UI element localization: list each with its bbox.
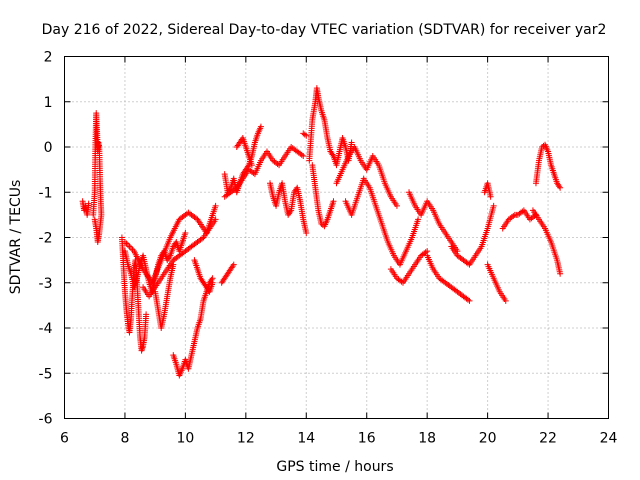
data-point xyxy=(209,279,216,286)
x-tick-labels: 6 8 10 12 14 16 18 20 22 24 xyxy=(60,431,617,447)
x-tick-label: 6 xyxy=(60,431,69,447)
data-point xyxy=(257,123,264,130)
y-tick-label: -3 xyxy=(39,276,53,292)
series-wave-19 xyxy=(448,202,497,268)
chart-title: Day 216 of 2022, Sidereal Day-to-day VTE… xyxy=(42,22,607,38)
data-points xyxy=(79,85,564,379)
grid-lines xyxy=(64,56,609,419)
data-point xyxy=(230,261,237,268)
series-wave-16 xyxy=(342,175,422,268)
series-low-10 xyxy=(170,275,216,379)
x-tick-label: 12 xyxy=(237,431,255,447)
data-point xyxy=(415,216,422,223)
data-point xyxy=(330,198,337,205)
y-tick-label: -1 xyxy=(39,185,53,201)
y-tick-label: -4 xyxy=(39,321,53,337)
data-point xyxy=(466,297,473,304)
series-wave-15 xyxy=(333,144,400,209)
series-dip-9 xyxy=(152,261,177,331)
series-mid-11 xyxy=(218,261,237,286)
y-tick-label: 2 xyxy=(44,50,53,66)
series-early-a xyxy=(79,198,92,218)
y-tick-label: 0 xyxy=(44,140,53,156)
series-wave-20 xyxy=(499,207,539,232)
series-dip-20 xyxy=(484,261,509,304)
x-tick-label: 18 xyxy=(418,431,436,447)
data-point xyxy=(303,229,310,236)
data-point xyxy=(303,132,310,139)
data-point xyxy=(143,311,150,318)
axis-ticks xyxy=(64,56,609,419)
x-tick-label: 14 xyxy=(297,431,315,447)
x-tick-label: 8 xyxy=(120,431,129,447)
series-peak-14 xyxy=(306,85,355,169)
series-lower-band xyxy=(140,216,219,300)
series-low-18 xyxy=(424,252,473,304)
y-tick-label: -6 xyxy=(39,412,53,428)
y-tick-label: 1 xyxy=(44,95,53,111)
series-peak-21 xyxy=(532,141,564,191)
data-point xyxy=(212,202,219,209)
x-tick-label: 20 xyxy=(479,431,497,447)
series-wave-12 xyxy=(221,144,307,200)
series-drop-8 xyxy=(118,234,150,354)
data-point xyxy=(85,200,92,207)
series-upper-band xyxy=(121,202,219,286)
data-point xyxy=(182,229,189,236)
data-point xyxy=(490,202,497,209)
data-point xyxy=(557,184,564,191)
series-spike-14 xyxy=(300,130,310,139)
x-tick-label: 16 xyxy=(358,431,376,447)
x-tick-label: 22 xyxy=(539,431,557,447)
data-point xyxy=(502,297,509,304)
series-drop-14 xyxy=(309,162,337,230)
y-tick-label: -5 xyxy=(39,366,53,382)
x-axis-label: GPS time / hours xyxy=(276,459,393,475)
x-tick-label: 10 xyxy=(176,431,194,447)
data-point xyxy=(487,193,494,200)
data-point xyxy=(212,216,219,223)
series-hump-10 xyxy=(191,257,216,295)
x-tick-label: 24 xyxy=(600,431,618,447)
series-wave-22 xyxy=(529,207,564,277)
y-tick-label: -2 xyxy=(39,231,53,247)
series-peak-20 xyxy=(481,180,494,200)
series-rise-11 xyxy=(221,123,264,196)
data-point xyxy=(348,139,355,146)
series-early-b xyxy=(90,110,105,246)
y-axis-label: SDTVAR / TECUs xyxy=(8,180,24,295)
series-wave-18 xyxy=(406,189,461,255)
data-point xyxy=(248,162,255,169)
y-tick-labels: -6 -5 -4 -3 -2 -1 0 1 2 xyxy=(39,50,53,428)
data-point xyxy=(170,261,177,268)
series-wave-13 xyxy=(267,180,310,236)
series-peak-11 xyxy=(233,134,255,169)
data-point xyxy=(91,216,98,223)
data-point xyxy=(393,202,400,209)
data-point xyxy=(557,270,564,277)
data-point xyxy=(300,153,307,160)
series-low-17 xyxy=(387,248,431,286)
